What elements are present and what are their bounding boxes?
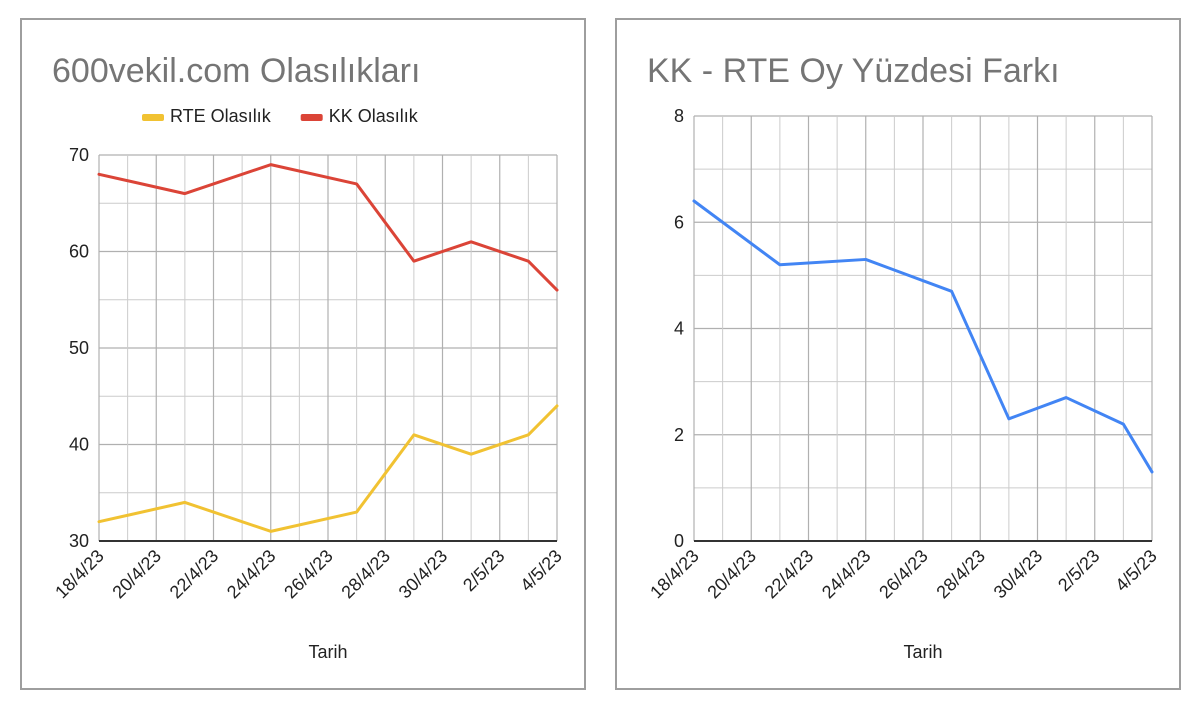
x-tick-label: 24/4/23 xyxy=(223,546,280,603)
x-tick-label: 4/5/23 xyxy=(1111,546,1161,596)
y-tick-label: 40 xyxy=(69,435,89,455)
legend-swatch xyxy=(142,114,164,121)
x-tick-label: 4/5/23 xyxy=(516,546,566,596)
legend-label: RTE Olasılık xyxy=(170,106,272,126)
x-tick-label: 18/4/23 xyxy=(646,546,703,603)
chart-probabilities: 600vekil.com Olasılıkları 30 40 50 60 70 18/4/… xyxy=(51,52,566,662)
y-tick-label: 30 xyxy=(69,531,89,551)
x-tick-label: 28/4/23 xyxy=(337,546,394,603)
chart-panel-probabilities: 600vekil.com Olasılıkları 30 40 50 60 70 18/4/… xyxy=(20,18,586,690)
y-tick-label: 0 xyxy=(674,531,684,551)
legend-swatch xyxy=(300,114,323,121)
y-tick-label: 60 xyxy=(69,242,89,262)
series-line-0 xyxy=(97,404,559,533)
x-tick-label: 30/4/23 xyxy=(990,546,1047,603)
y-tick-label: 6 xyxy=(674,212,684,232)
x-axis-label: Tarih xyxy=(308,642,347,662)
chart-title: 600vekil.com Olasılıkları xyxy=(52,52,420,90)
y-tick-label: 50 xyxy=(69,338,89,358)
series-line-0 xyxy=(692,199,1154,474)
x-tick-label: 30/4/23 xyxy=(395,546,452,603)
x-tick-label: 24/4/23 xyxy=(818,546,875,603)
x-tick-label: 18/4/23 xyxy=(51,546,108,603)
x-tick-label: 2/5/23 xyxy=(459,546,509,596)
x-tick-label: 22/4/23 xyxy=(761,546,818,603)
x-tick-label: 26/4/23 xyxy=(280,546,337,603)
y-tick-label: 70 xyxy=(69,145,89,165)
y-tick-label: 2 xyxy=(674,425,684,445)
chart-panel-vote-difference: KK - RTE Oy Yüzdesi Farkı 0 2 4 6 8 18/4/23 20/… xyxy=(615,18,1181,690)
x-tick-label: 26/4/23 xyxy=(875,546,932,603)
chart-vote-difference: KK - RTE Oy Yüzdesi Farkı 0 2 4 6 8 18/4/23 20/… xyxy=(646,52,1161,662)
x-tick-label: 2/5/23 xyxy=(1054,546,1104,596)
x-tick-label: 20/4/23 xyxy=(108,546,165,603)
x-tick-label: 28/4/23 xyxy=(932,546,989,603)
x-tick-label: 20/4/23 xyxy=(703,546,760,603)
y-tick-label: 4 xyxy=(674,319,684,339)
chart-title: KK - RTE Oy Yüzdesi Farkı xyxy=(647,52,1060,90)
legend-label: KK Olasılık xyxy=(329,106,419,126)
series-line-1 xyxy=(97,163,559,292)
x-tick-label: 22/4/23 xyxy=(166,546,223,603)
y-tick-label: 8 xyxy=(674,106,684,126)
x-axis-label: Tarih xyxy=(903,642,942,662)
